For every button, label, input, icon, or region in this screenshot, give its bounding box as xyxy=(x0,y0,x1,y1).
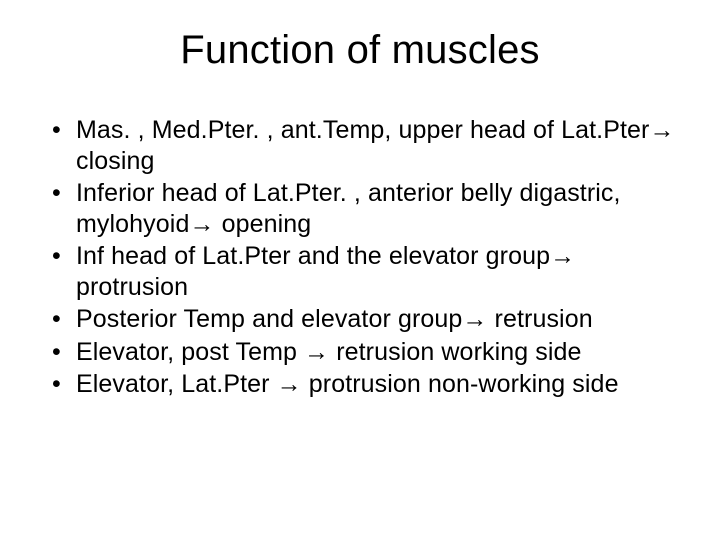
list-item: Elevator, Lat.Pter → protrusion non-work… xyxy=(50,369,680,400)
list-item: Inf head of Lat.Pter and the elevator gr… xyxy=(50,241,680,302)
list-item: Posterior Temp and elevator group→ retru… xyxy=(50,304,680,335)
list-item: Elevator, post Temp → retrusion working … xyxy=(50,337,680,368)
list-item: Inferior head of Lat.Pter. , anterior be… xyxy=(50,178,680,239)
slide-title: Function of muscles xyxy=(40,28,680,73)
slide: Function of muscles Mas. , Med.Pter. , a… xyxy=(0,0,720,540)
bullet-list: Mas. , Med.Pter. , ant.Temp, upper head … xyxy=(40,115,680,400)
list-item: Mas. , Med.Pter. , ant.Temp, upper head … xyxy=(50,115,680,176)
